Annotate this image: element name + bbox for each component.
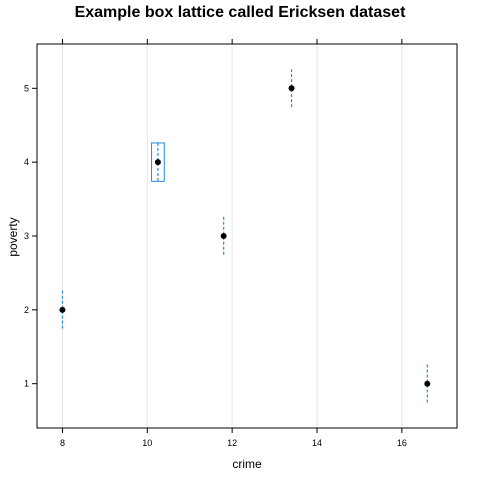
x-tick-label: 8 [60,438,65,448]
box-body [151,142,165,182]
box-median-dot [154,159,161,166]
box-5 [288,69,295,108]
boxes [59,69,431,403]
plot-frame [36,43,458,429]
x-tick-label: 10 [142,438,152,448]
x-tick-label: 12 [227,438,237,448]
x-tick-label: 16 [397,438,407,448]
box-1 [424,364,431,403]
box-median-dot [288,85,295,92]
box-median-dot [220,233,227,239]
box-3 [220,216,227,256]
y-tick-label: 5 [24,83,29,93]
y-tick-label: 3 [24,231,29,241]
x-axis-label: crime [232,457,262,471]
box-4 [151,142,165,182]
box-median-dot [424,380,431,387]
grid [61,44,403,428]
y-tick-label: 2 [24,305,29,315]
y-tick-label: 1 [24,379,29,389]
box-median-dot [59,306,66,313]
y-axis-label: poverty [6,217,20,256]
x-tick-label: 14 [312,438,322,448]
y-tick-label: 4 [24,157,29,167]
chart-title: Example box lattice called Ericksen data… [75,4,406,21]
box-2 [59,290,66,330]
